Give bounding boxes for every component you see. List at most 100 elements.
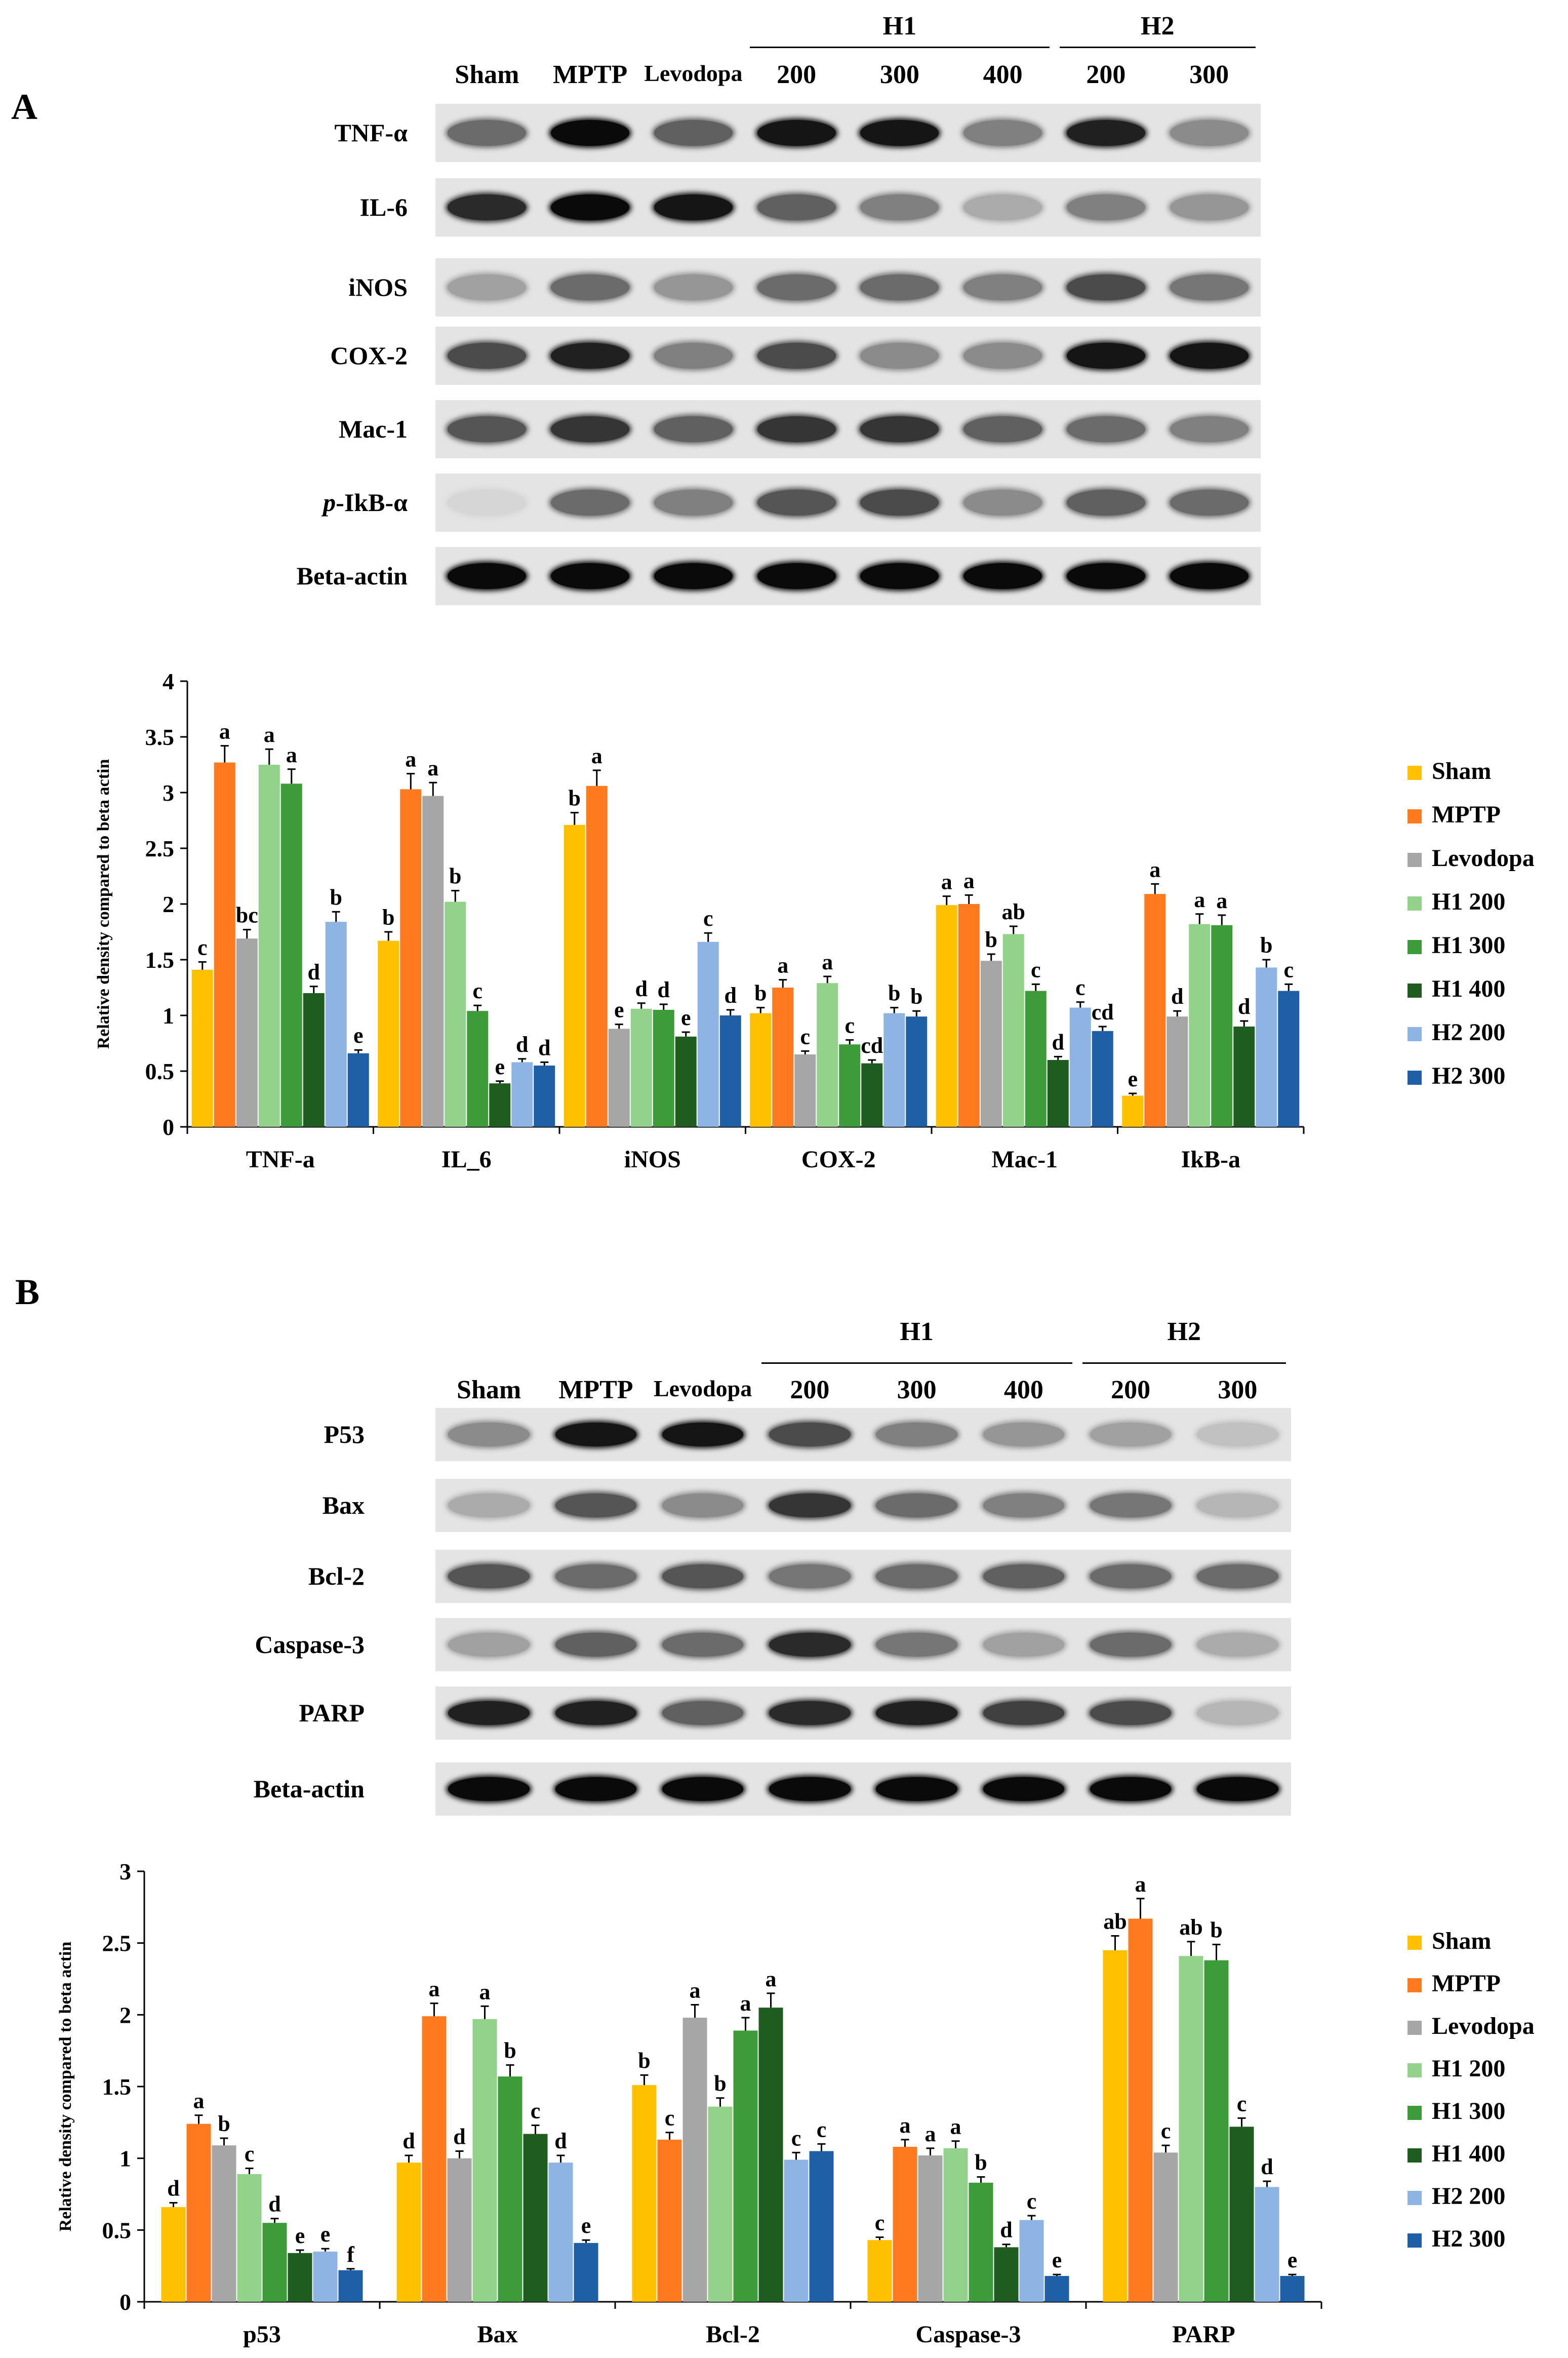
bar xyxy=(1211,925,1233,1127)
blot-b-band xyxy=(769,1423,851,1446)
bar-chart-b: 0 0.5 1 1.5 2 2.5 3 Relative density compared t… xyxy=(56,1859,1535,2348)
y-tick-label: 4 xyxy=(163,669,174,694)
blot-a-band xyxy=(757,563,836,589)
bar xyxy=(161,2207,186,2302)
blot-a-band xyxy=(1066,490,1145,516)
y-tick-label: 3 xyxy=(119,1859,131,1884)
blot-a-band xyxy=(963,490,1042,516)
blot-b-band xyxy=(662,1564,744,1588)
bar xyxy=(958,904,980,1127)
blot-a-band xyxy=(963,120,1042,146)
legend-swatch xyxy=(1408,1027,1422,1041)
legend-swatch xyxy=(1408,1936,1422,1950)
significance-letter: d xyxy=(538,1035,550,1060)
blot-a-band xyxy=(448,563,527,589)
blot-b-band xyxy=(555,1633,637,1657)
blot-b-group-label: H2 xyxy=(1167,1317,1201,1346)
blot-a-band xyxy=(551,343,630,369)
bar xyxy=(969,2182,993,2302)
significance-letter: c xyxy=(791,2126,801,2150)
blot-a-row-label-suffix: -IkB-α xyxy=(336,488,408,517)
blot-b-row-label: PARP xyxy=(299,1698,365,1727)
bar xyxy=(262,2223,287,2302)
blot-b-band xyxy=(983,1633,1065,1657)
legend-label: H1 400 xyxy=(1432,975,1505,1002)
x-tick-label: Mac-1 xyxy=(991,1146,1058,1173)
legend-swatch xyxy=(1408,809,1422,823)
bar xyxy=(893,2147,917,2302)
legend-label: Sham xyxy=(1432,1928,1491,1954)
blot-a-band xyxy=(860,490,939,516)
bar xyxy=(467,1011,489,1127)
significance-letter: e xyxy=(295,2223,305,2248)
significance-letter: d xyxy=(453,2125,465,2149)
blot-b-band xyxy=(1197,1633,1278,1657)
blot-b-band xyxy=(876,1701,957,1725)
significance-letter: e xyxy=(353,1023,364,1048)
blot-b-band xyxy=(1090,1777,1172,1801)
blot-a-band xyxy=(860,120,939,146)
significance-letter: d xyxy=(516,1032,528,1057)
bar xyxy=(980,961,1002,1127)
blot-b-lane-label: 300 xyxy=(897,1376,937,1404)
blot-b-band xyxy=(448,1564,530,1588)
legend-label: H1 400 xyxy=(1432,2140,1505,2167)
bar xyxy=(1189,924,1211,1127)
x-tick-label: COX-2 xyxy=(801,1146,876,1173)
x-tick-label: p53 xyxy=(243,2321,281,2348)
bar xyxy=(630,1008,652,1127)
significance-letter: a xyxy=(591,743,602,768)
blot-b-band xyxy=(555,1701,637,1725)
bar xyxy=(794,1054,816,1127)
significance-letter: d xyxy=(1261,2154,1273,2179)
x-tick-label: IL_6 xyxy=(441,1146,492,1173)
legend-label: Levodopa xyxy=(1432,845,1535,872)
blot-b-band xyxy=(555,1423,637,1446)
significance-letter: a xyxy=(900,2113,911,2138)
bar xyxy=(608,1029,630,1127)
bar xyxy=(1128,1918,1153,2302)
significance-letter: d xyxy=(1171,984,1183,1009)
blot-a-band xyxy=(1170,120,1249,146)
significance-letter: a xyxy=(429,1977,440,2001)
bar xyxy=(943,2148,968,2302)
blot-a-band xyxy=(1170,343,1249,369)
bar xyxy=(1122,1095,1144,1127)
bar xyxy=(906,1016,928,1127)
y-tick-label: 2 xyxy=(119,2002,131,2028)
bar xyxy=(212,2145,236,2302)
significance-letter: b xyxy=(330,885,342,910)
blot-b-band xyxy=(1090,1423,1172,1446)
bar xyxy=(697,941,719,1127)
bar xyxy=(447,2158,472,2302)
blot-b-row-label: Bax xyxy=(322,1490,365,1519)
significance-letter: b xyxy=(1210,1918,1222,1943)
legend-swatch xyxy=(1408,2148,1422,2163)
blot-b-band-strip xyxy=(435,1550,1291,1603)
significance-letter: c xyxy=(245,2142,255,2167)
bar xyxy=(809,2151,834,2302)
blot-b-band xyxy=(1197,1701,1278,1725)
x-tick-label: IkB-a xyxy=(1181,1146,1240,1173)
bar xyxy=(1278,991,1300,1127)
bar xyxy=(214,762,235,1127)
blot-b-lane-label: 300 xyxy=(1218,1376,1258,1404)
legend-swatch xyxy=(1408,1978,1422,1992)
blot-a-group-line xyxy=(750,47,1050,48)
blot-a-band xyxy=(963,416,1042,442)
significance-letter: e xyxy=(495,1054,505,1079)
significance-letter: a xyxy=(766,1967,777,1991)
significance-letter: b xyxy=(888,981,900,1006)
significance-letter: c xyxy=(845,1013,855,1038)
blot-a-band xyxy=(1066,274,1145,300)
blot-b-group-label: H1 xyxy=(900,1317,934,1346)
significance-letter: c xyxy=(1283,957,1294,982)
significance-letter: a xyxy=(1135,1872,1146,1897)
blot-a-band xyxy=(1066,343,1145,369)
blot-b-row-label: Bcl-2 xyxy=(308,1561,365,1590)
legend-label: H2 300 xyxy=(1432,2225,1505,2252)
blot-a-band xyxy=(860,274,939,300)
blot-b-band xyxy=(1090,1494,1172,1517)
significance-letter: c xyxy=(1161,2118,1171,2143)
bar xyxy=(445,901,466,1127)
